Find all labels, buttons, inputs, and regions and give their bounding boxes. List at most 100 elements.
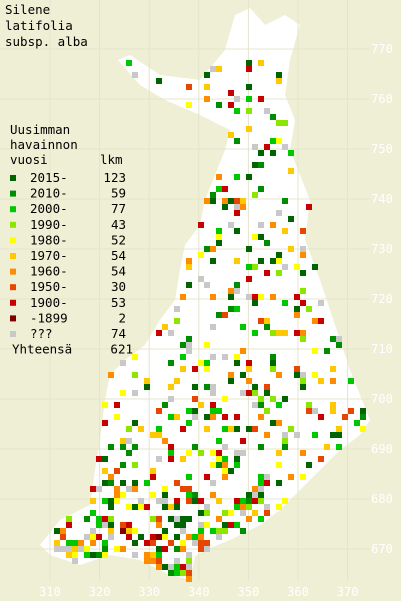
record-square xyxy=(192,444,198,450)
record-square xyxy=(246,276,252,282)
record-square xyxy=(234,198,240,204)
record-square xyxy=(264,480,270,486)
record-square xyxy=(228,222,234,228)
record-square xyxy=(192,384,198,390)
record-square xyxy=(258,60,264,66)
record-square xyxy=(90,486,96,492)
y-label: 740 xyxy=(371,192,393,206)
record-square xyxy=(180,570,186,576)
record-square xyxy=(300,474,306,480)
record-square xyxy=(222,312,228,318)
record-square xyxy=(312,264,318,270)
record-square xyxy=(102,420,108,426)
record-square xyxy=(216,438,222,444)
record-square xyxy=(108,480,114,486)
record-square xyxy=(222,444,228,450)
record-square xyxy=(174,516,180,522)
record-square xyxy=(114,492,120,498)
record-square xyxy=(228,372,234,378)
record-square xyxy=(168,396,174,402)
record-square xyxy=(234,306,240,312)
record-square xyxy=(186,282,192,288)
legend-count: 53 xyxy=(111,295,126,310)
record-square xyxy=(156,534,162,540)
y-label: 710 xyxy=(371,342,393,356)
record-square xyxy=(168,330,174,336)
record-square xyxy=(186,420,192,426)
record-square xyxy=(156,456,162,462)
record-square xyxy=(204,384,210,390)
record-square xyxy=(192,534,198,540)
record-square xyxy=(234,498,240,504)
record-square xyxy=(144,558,150,564)
record-square xyxy=(288,474,294,480)
record-square xyxy=(300,384,306,390)
record-square xyxy=(162,492,168,498)
record-square xyxy=(138,534,144,540)
record-square xyxy=(330,402,336,408)
record-square xyxy=(108,528,114,534)
record-square xyxy=(174,534,180,540)
record-square xyxy=(180,564,186,570)
record-square xyxy=(126,528,132,534)
record-square xyxy=(276,450,282,456)
record-square xyxy=(258,396,264,402)
record-square xyxy=(96,486,102,492)
record-square xyxy=(174,480,180,486)
record-square xyxy=(300,300,306,306)
record-square xyxy=(252,486,258,492)
record-square xyxy=(222,426,228,432)
record-square xyxy=(252,402,258,408)
record-square xyxy=(120,522,126,528)
record-square xyxy=(318,300,324,306)
record-square xyxy=(240,198,246,204)
record-square xyxy=(174,414,180,420)
total-count: 621 xyxy=(110,342,133,357)
legend-label: 2000- xyxy=(30,201,68,216)
legend-label: 2015- xyxy=(30,170,68,185)
record-square xyxy=(216,534,222,540)
record-square xyxy=(132,528,138,534)
record-square xyxy=(204,540,210,546)
record-square xyxy=(186,564,192,570)
record-square xyxy=(252,330,258,336)
record-square xyxy=(72,558,78,564)
record-square xyxy=(162,324,168,330)
legend-marker xyxy=(10,237,16,244)
record-square xyxy=(234,108,240,114)
record-square xyxy=(138,426,144,432)
record-square xyxy=(234,360,240,366)
record-square xyxy=(120,546,126,552)
record-square xyxy=(102,522,108,528)
record-square xyxy=(102,546,108,552)
record-square xyxy=(258,258,264,264)
record-square xyxy=(126,522,132,528)
legend-marker xyxy=(10,299,16,306)
record-square xyxy=(150,540,156,546)
record-square xyxy=(282,198,288,204)
record-square xyxy=(246,108,252,114)
legend-marker xyxy=(10,206,16,213)
legend-label: 1950- xyxy=(30,279,68,294)
record-square xyxy=(102,552,108,558)
record-square xyxy=(282,264,288,270)
record-square xyxy=(180,486,186,492)
record-square xyxy=(204,414,210,420)
record-square xyxy=(186,552,192,558)
record-square xyxy=(330,366,336,372)
record-square xyxy=(246,84,252,90)
record-square xyxy=(294,432,300,438)
record-square xyxy=(204,360,210,366)
record-square xyxy=(264,240,270,246)
record-square xyxy=(222,528,228,534)
record-square xyxy=(120,480,126,486)
record-square xyxy=(348,408,354,414)
record-square xyxy=(216,450,222,456)
record-square xyxy=(276,480,282,486)
record-square xyxy=(168,504,174,510)
record-square xyxy=(132,462,138,468)
record-square xyxy=(198,252,204,258)
record-square xyxy=(174,522,180,528)
record-square xyxy=(90,534,96,540)
record-square xyxy=(192,492,198,498)
